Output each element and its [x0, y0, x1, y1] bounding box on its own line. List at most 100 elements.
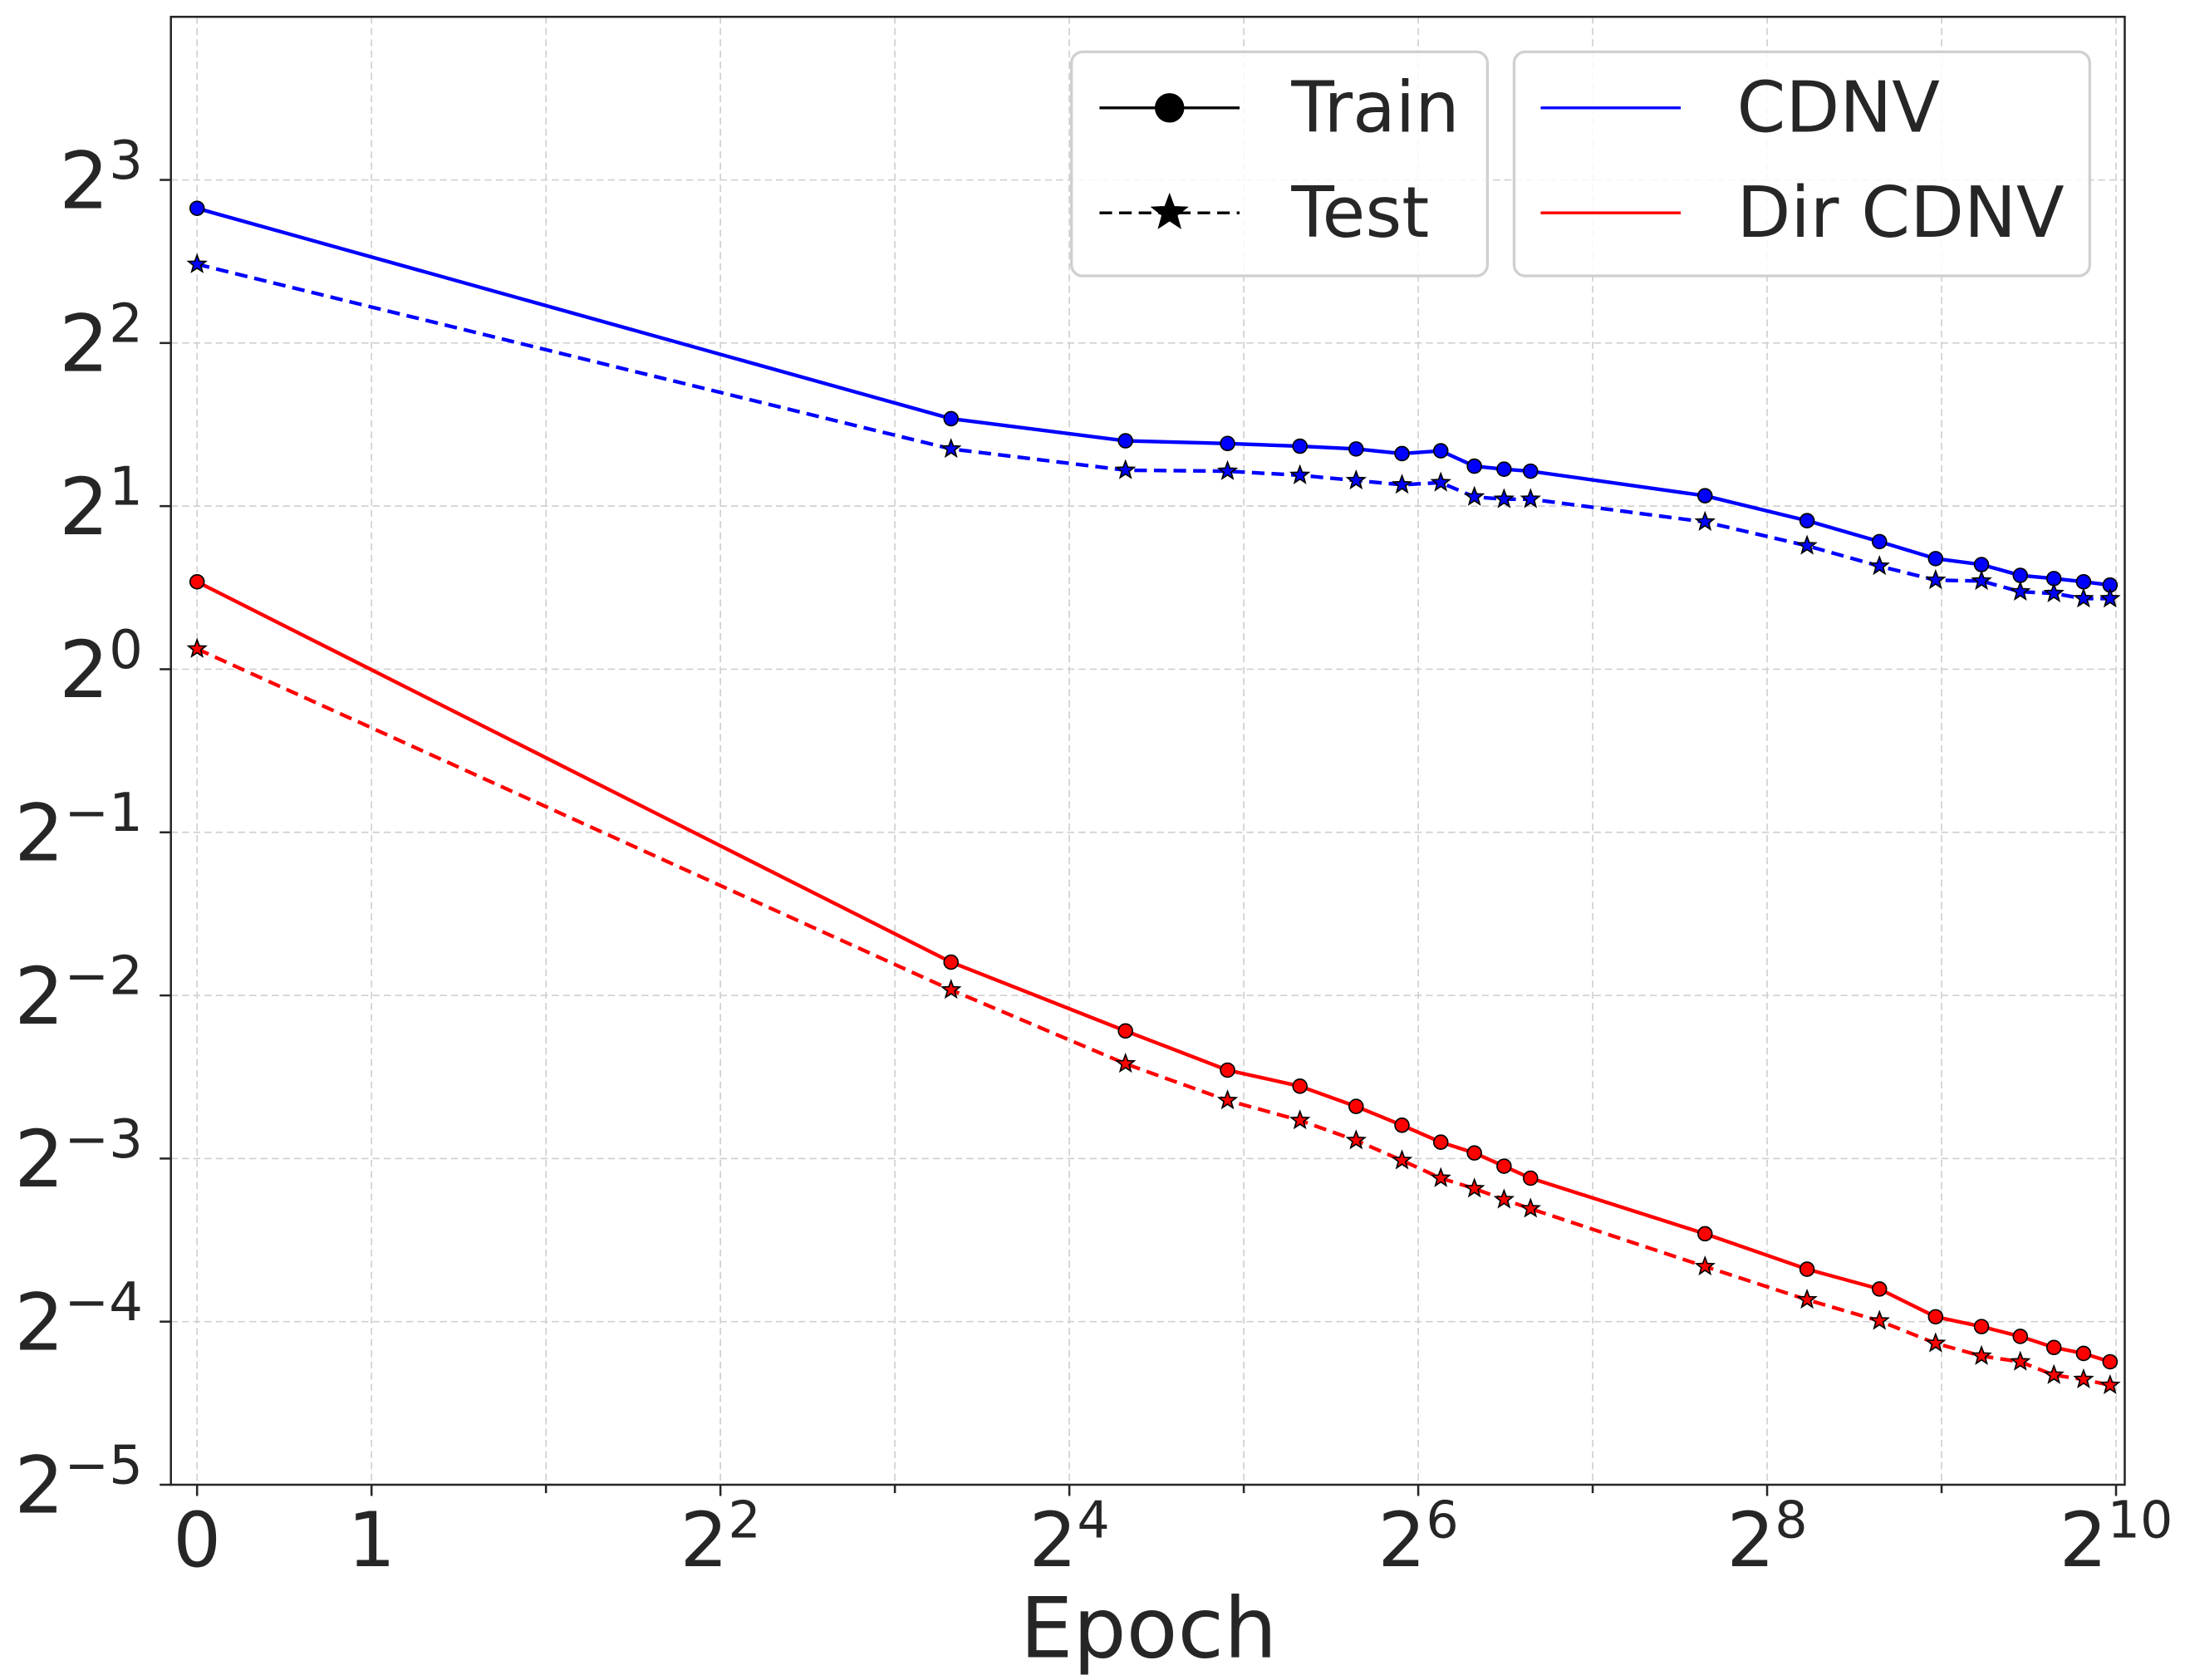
marker [1117, 1023, 1133, 1039]
x-tick-label: 0 [173, 1497, 221, 1584]
y-tick-label: 22 [59, 292, 143, 390]
marker [1115, 459, 1137, 479]
marker [1799, 513, 1815, 528]
x-tick-label: 26 [1377, 1491, 1458, 1584]
marker [2043, 1363, 2065, 1384]
marker [1432, 443, 1449, 459]
marker [1796, 1288, 1818, 1309]
marker [1115, 1052, 1137, 1073]
marker [1430, 471, 1451, 492]
series-line [196, 647, 2111, 1388]
marker [2010, 1350, 2031, 1371]
marker [1391, 474, 1413, 494]
marker [1799, 1261, 1815, 1277]
marker [1868, 554, 1890, 576]
marker [1493, 488, 1515, 508]
plot-frame [169, 15, 2126, 1486]
legend-marker [1150, 192, 1189, 229]
marker [940, 978, 962, 1000]
marker [1696, 488, 1713, 504]
marker [2099, 587, 2121, 608]
legend-label: Train [1290, 66, 1459, 148]
marker [1868, 1309, 1890, 1330]
marker [1432, 1134, 1449, 1150]
y-tick-label: 2−4 [14, 1271, 143, 1368]
marker [1430, 1167, 1451, 1187]
marker [1220, 1062, 1235, 1078]
marker [1523, 1170, 1539, 1186]
marker [1871, 533, 1888, 550]
y-tick-label: 2−5 [14, 1434, 143, 1531]
x-tick-label: 24 [1029, 1491, 1109, 1584]
marker [1927, 551, 1944, 567]
y-tick-label: 20 [59, 619, 143, 716]
marker [1520, 488, 1541, 508]
marker [1117, 433, 1133, 449]
marker [1348, 1098, 1364, 1114]
marker [2073, 1368, 2094, 1389]
marker [1927, 1309, 1944, 1325]
marker [2102, 1353, 2119, 1370]
marker [1348, 441, 1364, 457]
marker [2010, 580, 2031, 602]
marker [2073, 587, 2094, 608]
marker [1463, 485, 1485, 506]
x-tick-label: 1 [347, 1497, 395, 1584]
marker [1466, 458, 1482, 474]
marker [1220, 435, 1235, 452]
y-tick-label: 21 [59, 456, 143, 553]
marker [1394, 1118, 1410, 1133]
marker [1694, 1255, 1716, 1276]
marker [1925, 568, 1947, 590]
marker [2043, 582, 2065, 603]
marker [1292, 1078, 1308, 1094]
y-tick-label: 23 [59, 130, 143, 227]
marker [1973, 557, 1990, 572]
x-axis-label: Epoch [1020, 1579, 1278, 1677]
marker [1973, 1319, 1990, 1334]
marker [1871, 1281, 1888, 1297]
marker [1796, 534, 1818, 555]
marker [1292, 438, 1308, 454]
legend-label: CDNV [1736, 66, 1939, 148]
marker [943, 410, 960, 427]
marker [1345, 469, 1367, 490]
marker [1496, 461, 1512, 477]
marker [2099, 1373, 2121, 1395]
marker [1216, 459, 1239, 480]
marker [2045, 1339, 2062, 1356]
marker [1391, 1149, 1413, 1170]
legend-marker [1155, 93, 1185, 123]
x-tick-label: 28 [1726, 1491, 1807, 1584]
marker [940, 437, 962, 459]
marker [1971, 1344, 1992, 1365]
y-tick-label: 2−1 [14, 782, 143, 879]
x-tick-label: 22 [680, 1491, 760, 1584]
marker [1493, 1188, 1515, 1209]
series-line [196, 580, 2111, 1364]
marker [189, 200, 205, 217]
marker [1696, 1226, 1713, 1242]
legend-label: Dir CDNV [1736, 172, 2064, 253]
marker [2012, 567, 2029, 583]
x-tick-label: 210 [2060, 1491, 2173, 1584]
marker [1216, 1089, 1239, 1110]
marker [1466, 1145, 1482, 1161]
y-tick-label: 2−3 [14, 1108, 143, 1206]
marker [1289, 464, 1311, 484]
marker [186, 253, 208, 273]
marker [2012, 1329, 2029, 1344]
marker [943, 954, 960, 970]
marker [1523, 463, 1539, 479]
marker [1289, 1109, 1311, 1130]
marker [1496, 1158, 1512, 1174]
marker [2075, 1345, 2092, 1362]
marker [186, 637, 208, 658]
y-tick-label: 2−2 [14, 945, 143, 1042]
marker [1925, 1332, 1947, 1353]
marker [2075, 573, 2092, 590]
marker [1694, 510, 1716, 531]
legend-label: Test [1290, 172, 1429, 253]
